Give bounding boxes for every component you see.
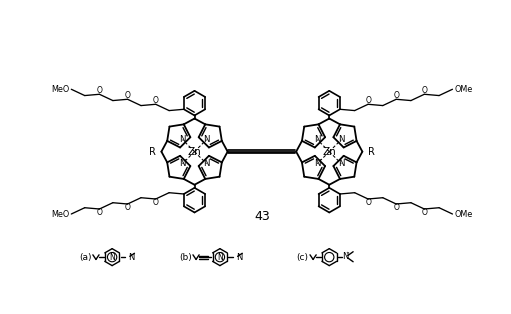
- Text: R: R: [368, 147, 375, 157]
- Text: MeO: MeO: [52, 85, 70, 94]
- Text: O: O: [365, 198, 371, 207]
- Text: O: O: [422, 208, 427, 217]
- Text: O: O: [125, 203, 130, 212]
- Text: N: N: [314, 159, 320, 168]
- Text: (a): (a): [79, 253, 91, 262]
- Text: O: O: [153, 96, 158, 105]
- Text: N: N: [128, 253, 135, 262]
- Text: OMe: OMe: [454, 85, 472, 94]
- Text: (b): (b): [179, 253, 192, 262]
- Text: N: N: [109, 253, 115, 262]
- Text: O: O: [153, 198, 158, 207]
- Text: N: N: [203, 135, 210, 144]
- Text: O: O: [97, 208, 102, 217]
- Text: N: N: [338, 159, 344, 168]
- Text: $^+$: $^+$: [219, 252, 225, 257]
- Text: N: N: [338, 135, 344, 144]
- Text: N: N: [179, 159, 186, 168]
- Text: N: N: [179, 135, 186, 144]
- Text: $^+$: $^+$: [345, 251, 351, 256]
- Text: MeO: MeO: [52, 209, 70, 219]
- Text: Zn: Zn: [188, 147, 201, 157]
- Text: O: O: [365, 96, 371, 105]
- Text: N: N: [217, 253, 223, 262]
- Text: OMe: OMe: [454, 209, 472, 219]
- Text: N: N: [314, 135, 320, 144]
- Text: O: O: [125, 91, 130, 100]
- Text: 43: 43: [254, 210, 270, 223]
- Text: N: N: [342, 252, 349, 261]
- Text: N: N: [236, 253, 242, 262]
- Text: O: O: [393, 91, 399, 100]
- Text: R: R: [149, 147, 156, 157]
- Text: $^+$: $^+$: [111, 252, 118, 257]
- Text: Zn: Zn: [322, 147, 336, 157]
- Text: N: N: [203, 159, 210, 168]
- Text: O: O: [393, 203, 399, 212]
- Text: O: O: [97, 86, 102, 95]
- Text: O: O: [422, 86, 427, 95]
- Text: (c): (c): [296, 253, 308, 262]
